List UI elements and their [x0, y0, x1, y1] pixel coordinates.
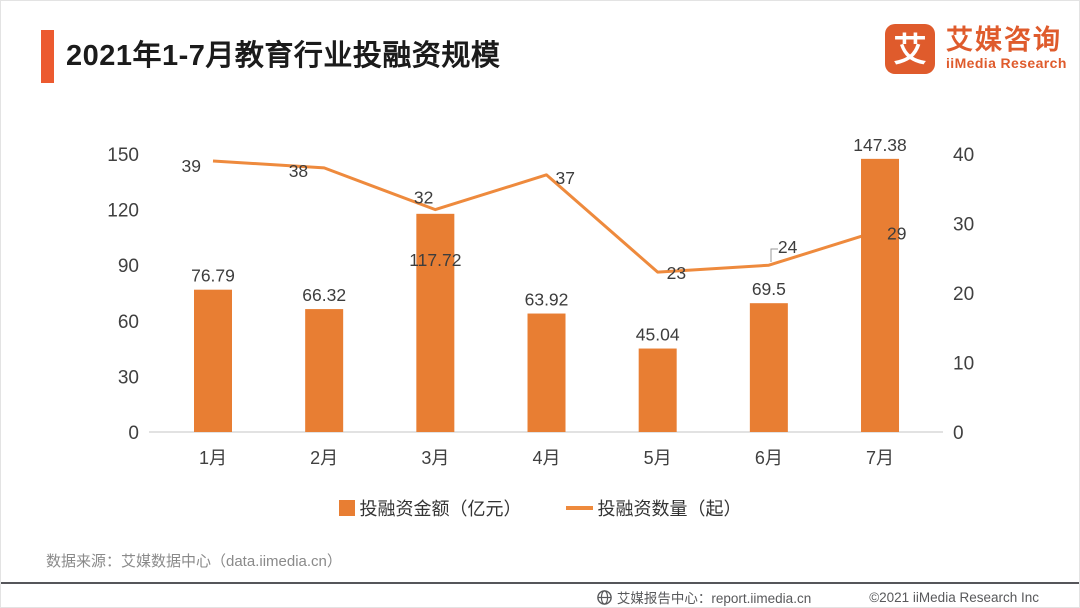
- investment-amount-bar: [749, 303, 788, 432]
- iimedia-logo-icon: 艾: [885, 24, 935, 74]
- x-axis-category-label: 3月: [421, 448, 449, 468]
- investment-amount-bar: [194, 289, 232, 432]
- investment-count-line: [212, 159, 881, 274]
- data-source-note: 数据来源：艾媒数据中心（data.iimedia.cn）: [46, 553, 342, 570]
- line-series-label: 投融资数量（起）: [597, 499, 742, 519]
- footer-divider: [1, 582, 1079, 584]
- investment-amount-bar: [416, 213, 455, 432]
- line-value-label: 38: [289, 161, 308, 181]
- bar-value-label: 147.38: [853, 135, 907, 155]
- x-axis-category-label: 2月: [310, 448, 338, 468]
- left-axis-tick-label: 60: [118, 312, 139, 333]
- bar-value-label: 117.72: [409, 250, 461, 270]
- bar-value-label: 69.5: [752, 279, 786, 299]
- bar-value-label: 66.32: [302, 285, 346, 305]
- logo-name-cn: 艾媒咨询: [946, 25, 1062, 56]
- left-axis-tick-label: 120: [107, 201, 139, 222]
- left-axis-tick-label: 30: [118, 367, 139, 388]
- bar-series-label: 投融资金额（亿元）: [359, 499, 522, 519]
- line-series-swatch: [565, 506, 593, 510]
- line-value-label: 32: [414, 188, 433, 208]
- chart-legend: 投融资金额（亿元） 投融资数量（起）: [1, 495, 1079, 521]
- x-axis-category-label: 5月: [644, 448, 672, 468]
- label-leader-line: [770, 248, 778, 262]
- page-title: 2021年1-7月教育行业投融资规模: [66, 40, 501, 72]
- left-axis-tick-label: 0: [128, 423, 139, 444]
- right-axis-tick-label: 10: [953, 354, 974, 375]
- x-axis-category-label: 1月: [199, 448, 227, 468]
- x-axis-category-label: 7月: [866, 448, 894, 468]
- footer: 艾媒报告中心：report.iimedia.cn ©2021 iiMedia R…: [597, 587, 1039, 607]
- report-center-link[interactable]: 艾媒报告中心：report.iimedia.cn: [616, 591, 812, 606]
- x-axis-category-label: 4月: [533, 448, 561, 468]
- line-value-label: 23: [667, 263, 686, 283]
- bar-value-label: 76.79: [191, 266, 235, 286]
- investment-amount-bar: [305, 309, 344, 432]
- line-value-label: 24: [778, 237, 798, 257]
- line-value-label: 29: [887, 223, 906, 243]
- copyright-text: ©2021 iiMedia Research Inc: [869, 589, 1039, 605]
- line-value-label: 39: [182, 156, 201, 176]
- title-accent-bar: [41, 30, 54, 83]
- bar-series-swatch: [338, 500, 355, 516]
- legend-item-bar: 投融资金额（亿元）: [338, 495, 522, 521]
- left-axis-tick-label: 150: [107, 145, 139, 166]
- globe-icon: [597, 589, 612, 605]
- left-axis-tick-label: 90: [118, 256, 139, 277]
- right-axis-tick-label: 40: [953, 145, 974, 166]
- right-axis-tick-label: 30: [953, 215, 974, 236]
- x-axis-category-label: 6月: [755, 448, 783, 468]
- investment-amount-bar: [861, 158, 900, 433]
- investment-amount-bar: [638, 348, 677, 432]
- investment-amount-bar: [527, 313, 566, 432]
- iimedia-logo: 艾 艾媒咨询 iiMedia Research: [885, 24, 1067, 74]
- bar-value-label: 63.92: [525, 290, 569, 310]
- bar-value-label: 45.04: [636, 325, 680, 345]
- right-axis-tick-label: 0: [953, 423, 964, 444]
- combo-chart: 0 30 60 90 120 150 0 10 20 30 40 1月 2月 3月 4月 5月 6月 7月 76.7…: [107, 135, 974, 468]
- logo-name-en: iiMedia Research: [946, 54, 1067, 71]
- right-axis-tick-label: 20: [953, 284, 974, 305]
- legend-item-line: 投融资数量（起）: [565, 495, 742, 521]
- line-value-label: 37: [556, 168, 575, 188]
